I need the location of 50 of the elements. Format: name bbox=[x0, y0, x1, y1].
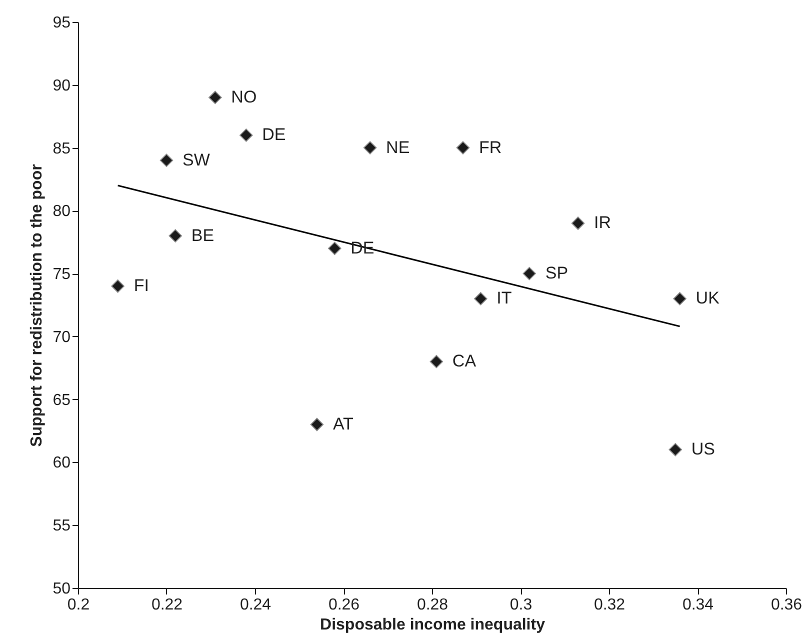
point bbox=[208, 90, 222, 104]
annotation: DE bbox=[262, 125, 286, 144]
y-tick-label: 75 bbox=[52, 266, 71, 284]
point bbox=[668, 443, 682, 456]
x-tick-label: 0.36 bbox=[770, 596, 802, 614]
point bbox=[160, 154, 174, 167]
annotation: CA bbox=[452, 352, 477, 371]
y-tick-label: 60 bbox=[52, 454, 71, 472]
annotation: AT bbox=[332, 414, 354, 434]
x-tick-label: 0.2 bbox=[67, 596, 90, 614]
x-tick-label: 0.28 bbox=[416, 596, 448, 614]
point bbox=[673, 292, 686, 306]
annotation: BE bbox=[191, 226, 214, 245]
x-tick-label: 0.34 bbox=[682, 596, 714, 614]
point bbox=[456, 141, 470, 154]
x-axis-title: Disposable income inequality bbox=[320, 616, 546, 634]
y-tick-label: 80 bbox=[52, 203, 71, 220]
x-tick-label: 0.24 bbox=[240, 596, 272, 614]
point bbox=[363, 141, 377, 154]
annotation: NE bbox=[386, 138, 410, 157]
point bbox=[111, 280, 124, 293]
x-tick-label: 0.3 bbox=[510, 596, 532, 614]
annotation: FR bbox=[478, 138, 502, 157]
y-axis-title: Support for redistribution to the poor bbox=[28, 164, 46, 447]
point bbox=[474, 292, 488, 306]
point bbox=[430, 354, 444, 368]
annotation: NO bbox=[231, 87, 257, 106]
annotation: IT bbox=[496, 288, 512, 308]
annotation: US bbox=[691, 440, 715, 459]
y-tick-label: 50 bbox=[52, 580, 71, 598]
point bbox=[522, 266, 536, 280]
annotation: FI bbox=[134, 276, 149, 296]
annotation: IR bbox=[594, 213, 612, 232]
point bbox=[571, 216, 585, 230]
point bbox=[310, 418, 324, 432]
y-tick-label: 90 bbox=[52, 77, 71, 94]
y-tick-label: 70 bbox=[52, 328, 71, 346]
x-tick-label: 0.26 bbox=[328, 596, 360, 614]
annotation: UK bbox=[696, 288, 720, 308]
y-tick-label: 55 bbox=[52, 518, 71, 535]
annotation: SP bbox=[545, 264, 568, 283]
x-tick-label: 0.32 bbox=[594, 596, 626, 614]
point bbox=[328, 242, 342, 256]
x-tick-label: 0.22 bbox=[151, 596, 183, 614]
point bbox=[168, 229, 182, 242]
y-tick-label: 65 bbox=[52, 392, 71, 409]
y-tick-label: 95 bbox=[52, 14, 71, 32]
annotation: SW bbox=[182, 150, 210, 170]
point bbox=[240, 128, 253, 142]
y-tick-label: 85 bbox=[52, 140, 71, 158]
